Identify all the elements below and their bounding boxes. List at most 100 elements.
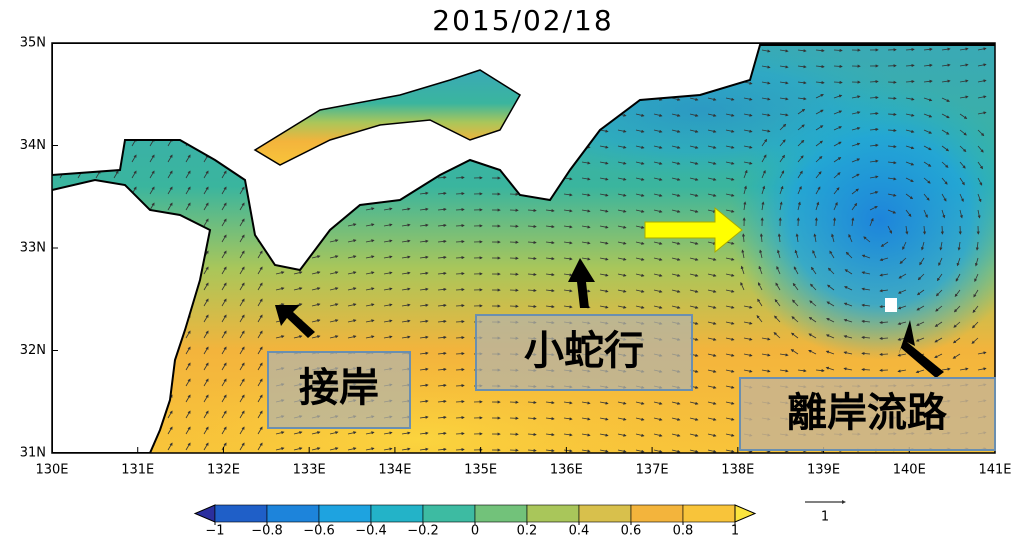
vector [776, 249, 781, 259]
vector [975, 241, 979, 251]
vector [887, 177, 897, 181]
lon-label: 133E [293, 463, 326, 478]
vector [599, 161, 609, 165]
vector [707, 433, 717, 437]
vector [959, 177, 965, 186]
vector [635, 209, 645, 213]
vector [221, 442, 227, 451]
vector [671, 145, 681, 149]
vector [897, 353, 907, 357]
vector [455, 192, 465, 196]
vector [851, 158, 861, 163]
colorbar-label: −0.4 [355, 524, 387, 539]
vector [941, 367, 951, 371]
vector [707, 353, 717, 357]
vector [653, 401, 663, 405]
vector [599, 273, 609, 277]
vector [905, 63, 915, 68]
vector [185, 154, 191, 163]
vector [311, 271, 321, 275]
vector [833, 157, 842, 163]
vector [527, 448, 537, 453]
vector [905, 193, 914, 200]
vector [923, 177, 931, 184]
vector [761, 353, 771, 357]
vector [920, 241, 925, 251]
vector [761, 154, 767, 163]
vector [879, 273, 889, 277]
vector [257, 362, 263, 371]
vector [887, 112, 897, 116]
vector [617, 145, 627, 149]
vector [203, 266, 209, 275]
vector [401, 207, 411, 211]
vector [757, 298, 763, 307]
vector [758, 282, 763, 291]
vector [635, 193, 645, 197]
vector [953, 321, 961, 328]
vector [563, 289, 573, 293]
vector [887, 193, 897, 197]
vector [671, 193, 681, 197]
vector [861, 303, 871, 307]
vector [707, 97, 717, 101]
vector [879, 336, 889, 341]
vector [741, 233, 746, 243]
vector [689, 161, 699, 165]
vector [916, 289, 925, 296]
vector [635, 433, 645, 437]
vector [383, 447, 393, 451]
vector [811, 266, 817, 275]
vector [419, 191, 429, 195]
colorbar-cell [214, 504, 268, 523]
vector [797, 201, 801, 211]
vector [941, 113, 950, 119]
vector [383, 303, 393, 307]
vector [779, 185, 784, 195]
vector [203, 378, 209, 387]
vector [725, 145, 735, 149]
vector [741, 249, 745, 259]
vector [221, 266, 227, 275]
vector [671, 209, 681, 213]
colorbar-label: 0.2 [517, 524, 538, 539]
vector [293, 271, 303, 275]
vector [671, 289, 681, 293]
lon-label: 130E [35, 463, 68, 478]
vector [221, 298, 227, 307]
vector [861, 271, 871, 275]
vector [221, 378, 227, 387]
vector [707, 401, 717, 405]
vector [879, 257, 889, 262]
lat-axis: 35N 34N 33N 32N 31N [20, 36, 58, 461]
vector [922, 225, 927, 235]
vector [832, 217, 837, 227]
vector [773, 332, 781, 339]
vector [347, 255, 357, 259]
vector [869, 95, 879, 100]
vector [527, 208, 537, 213]
vector [617, 417, 627, 421]
vector [843, 318, 853, 323]
vector [779, 65, 789, 69]
vector [774, 298, 781, 307]
vector [581, 177, 591, 181]
vector [923, 209, 928, 219]
vector [851, 142, 861, 147]
vector [743, 161, 753, 165]
vector [761, 113, 771, 117]
vector [974, 273, 979, 283]
vector [935, 289, 943, 297]
vector [437, 191, 447, 196]
vector [383, 239, 393, 243]
vector [257, 250, 263, 259]
vector [813, 233, 817, 243]
vector [915, 369, 925, 374]
vector [707, 337, 717, 341]
vector [905, 79, 915, 84]
vector [815, 201, 820, 211]
vector [707, 209, 717, 213]
vector [815, 125, 824, 131]
vector [779, 123, 787, 131]
vector [725, 257, 735, 261]
